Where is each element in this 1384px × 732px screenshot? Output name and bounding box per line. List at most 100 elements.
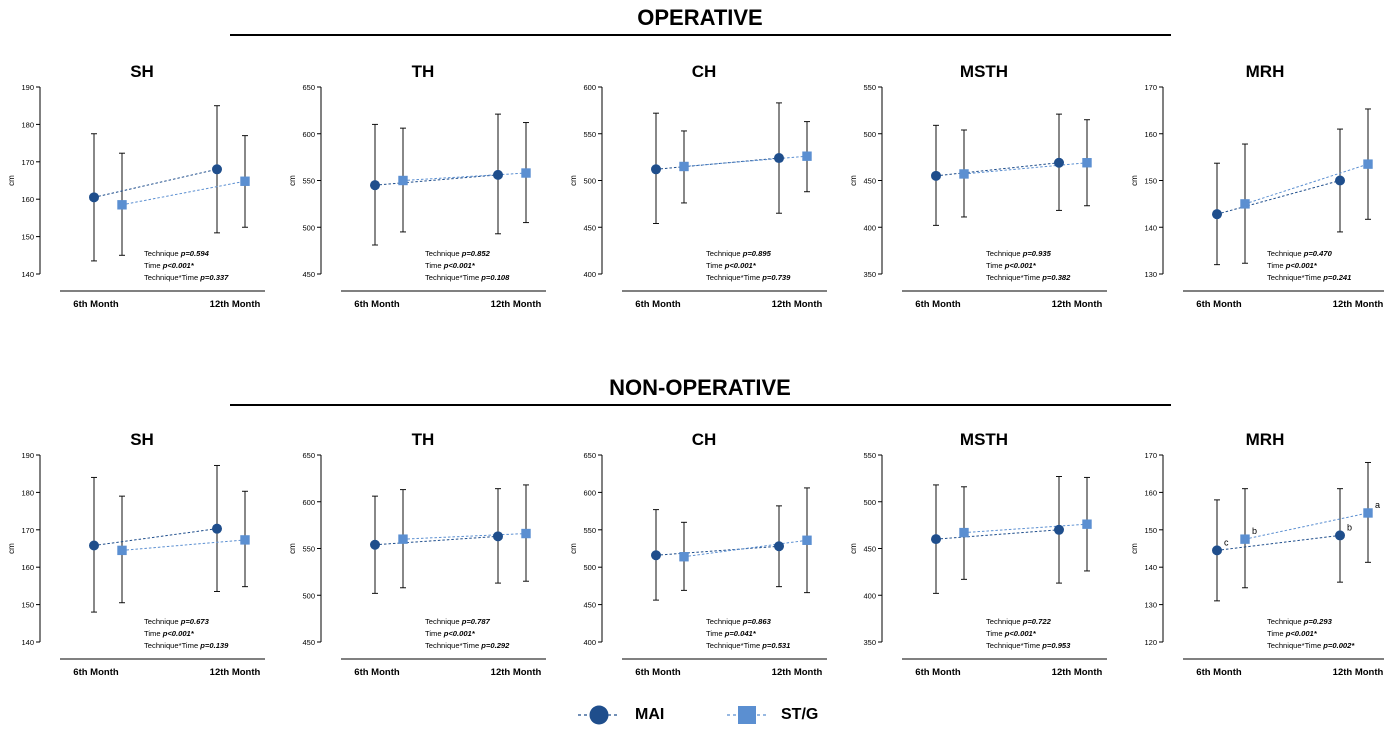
y-tick-label: 400 (583, 638, 596, 647)
x-category-label: 6th Month (73, 299, 119, 310)
chart-svg: CH 400 450 500 550 600 650 cm 6th Month 12th Mont… (569, 430, 827, 678)
x-category-label: 6th Month (354, 667, 400, 678)
y-tick-label: 140 (21, 638, 34, 647)
chart-panel-ch-non-operative: CH 400 450 500 550 600 650 cm 6th Month 12th Mont… (569, 430, 832, 695)
y-tick-label: 160 (1144, 130, 1157, 139)
x-category-label: 12th Month (1052, 667, 1103, 678)
y-tick-label: 550 (302, 177, 315, 186)
y-tick-label: 500 (583, 177, 596, 186)
data-point-mai (931, 534, 941, 545)
data-point-stg (1363, 159, 1373, 169)
stats-label: Time (1267, 261, 1286, 270)
stats-line: Technique*Time p=0.108 (425, 273, 510, 282)
legend-graphics (578, 705, 767, 725)
series-line-mai (93, 168, 218, 198)
stats-line: Time p<0.001* (425, 629, 476, 638)
series-line-stg (1244, 512, 1369, 540)
chart-svg: TH 450 500 550 600 650 cm 6th Month 12th Month Te… (288, 430, 546, 678)
stats-p-value: p<0.001* (1285, 261, 1318, 270)
chart-panel-msth-non-operative: MSTH 350 400 450 500 550 cm 6th Month 12th Month… (849, 430, 1112, 695)
data-point-mai (493, 169, 503, 180)
x-category-label: 6th Month (915, 667, 961, 678)
stats-line: Technique*Time p=0.002* (1267, 641, 1355, 650)
chart-svg: SH 140 150 160 170 180 190 cm 6th Month 12th Mont… (7, 62, 265, 310)
data-point-stg (1082, 158, 1092, 168)
significance-letter: a (1375, 500, 1380, 510)
y-tick-label: 130 (1144, 601, 1157, 610)
series-line-stg (402, 533, 527, 540)
data-point-stg (398, 175, 408, 186)
data-point-stg (959, 527, 969, 538)
x-category-label: 12th Month (491, 299, 542, 310)
data-point-stg (1082, 519, 1092, 529)
y-tick-label: 160 (21, 195, 34, 204)
legend-stg-marker (738, 706, 756, 724)
data-point-mai (1212, 209, 1222, 220)
stats-label: Technique*Time (986, 273, 1042, 282)
stats-p-value: p=0.863 (742, 617, 772, 626)
data-point-stg (1240, 534, 1250, 544)
data-point-mai (1335, 175, 1345, 186)
x-category-label: 12th Month (1333, 299, 1384, 310)
series-line-stg (683, 155, 808, 167)
stats-label: Technique*Time (144, 273, 200, 282)
y-tick-label: 170 (21, 158, 34, 167)
data-point-stg (117, 545, 127, 556)
y-tick-label: 600 (302, 130, 315, 139)
chart-panel-mrh-non-operative: MRH 120 130 140 150 160 170 cm 6th Month 12th Mon… (1130, 430, 1384, 695)
stats-label: Technique (1267, 617, 1304, 626)
chart-svg: CH 400 450 500 550 600 cm 6th Month 12th Month Te… (569, 62, 827, 310)
stats-line: Technique*Time p=0.139 (144, 641, 229, 650)
section-title-operative: OPERATIVE (637, 5, 763, 30)
data-point-mai (651, 550, 661, 561)
data-point-mai (89, 540, 99, 551)
chart-title: TH (412, 62, 435, 81)
y-tick-label: 550 (863, 451, 876, 460)
chart-panel-sh-non-operative: SH 140 150 160 170 180 190 cm 6th Month 12th Mont… (7, 430, 270, 695)
y-axis-label: cm (7, 175, 16, 186)
chart-title: CH (692, 430, 717, 449)
y-tick-label: 120 (1144, 638, 1157, 647)
y-axis-label: cm (1130, 543, 1139, 554)
stats-p-value: p<0.001* (162, 629, 195, 638)
stats-label: Technique*Time (425, 273, 481, 282)
data-point-mai (774, 153, 784, 164)
stats-label: Technique*Time (986, 641, 1042, 650)
stats-p-value: p=0.041* (724, 629, 757, 638)
section-rule-operative (230, 34, 1171, 36)
stats-p-value: p<0.001* (162, 261, 195, 270)
y-tick-label: 500 (302, 591, 315, 600)
series-line-stg (402, 172, 527, 181)
stats-p-value: p=0.293 (1303, 617, 1333, 626)
stats-line: Technique p=0.470 (1267, 249, 1333, 258)
section-title-non-operative: NON-OPERATIVE (609, 375, 791, 400)
stats-label: Technique (425, 249, 462, 258)
y-tick-label: 180 (21, 488, 34, 497)
stats-label: Technique (144, 617, 181, 626)
y-tick-label: 160 (1144, 488, 1157, 497)
significance-letter: b (1252, 526, 1257, 536)
y-tick-label: 400 (863, 223, 876, 232)
stats-label: Time (706, 261, 725, 270)
data-point-mai (89, 192, 99, 203)
significance-letter: b (1347, 522, 1352, 532)
x-category-label: 6th Month (635, 667, 681, 678)
stats-line: Technique p=0.935 (986, 249, 1052, 258)
chart-panel-msth-operative: MSTH 350 400 450 500 550 cm 6th Month 12th Month… (849, 62, 1112, 327)
stats-label: Time (144, 261, 163, 270)
y-tick-label: 450 (302, 270, 315, 279)
stats-label: Technique*Time (706, 641, 762, 650)
stats-p-value: p=0.953 (1041, 641, 1071, 650)
stats-line: Time p<0.001* (986, 629, 1037, 638)
y-tick-label: 140 (21, 270, 34, 279)
y-tick-label: 450 (863, 177, 876, 186)
stats-label: Technique (1267, 249, 1304, 258)
y-axis-label: cm (569, 175, 578, 186)
x-category-label: 12th Month (210, 299, 261, 310)
legend-mai-label: MAI (635, 706, 665, 723)
y-tick-label: 170 (21, 526, 34, 535)
y-tick-label: 160 (21, 563, 34, 572)
stats-line: Time p<0.001* (1267, 629, 1318, 638)
y-tick-label: 600 (583, 83, 596, 92)
stats-line: Technique p=0.852 (425, 249, 491, 258)
